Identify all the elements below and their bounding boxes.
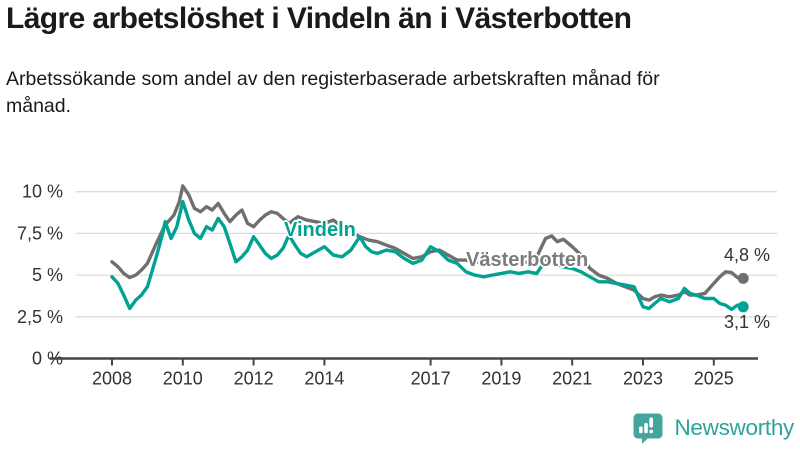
x-axis-label: 2025 bbox=[694, 369, 734, 389]
logo-exclamation-icon bbox=[649, 417, 654, 428]
y-axis-label: 0 % bbox=[32, 349, 63, 369]
page-title: Lägre arbetslöshet i Vindeln än i Väster… bbox=[6, 2, 632, 35]
x-axis-label: 2012 bbox=[234, 369, 274, 389]
newsworthy-logo-icon bbox=[633, 413, 663, 444]
logo-bar-tall-icon bbox=[644, 423, 649, 434]
series-line-vindeln bbox=[110, 199, 745, 311]
newsworthy-logo[interactable]: Newsworthy bbox=[631, 411, 794, 445]
y-axis-label: 5 % bbox=[32, 265, 63, 285]
x-axis-label: 2019 bbox=[481, 369, 521, 389]
x-axis-label: 2017 bbox=[411, 369, 451, 389]
end-value-vindeln: 3,1 % bbox=[724, 312, 771, 332]
end-value-vasterbotten: 4,8 % bbox=[724, 245, 771, 265]
logo-bar-short-icon bbox=[639, 426, 644, 434]
page-subtitle: Arbetssökande som andel av den registerb… bbox=[6, 68, 660, 118]
series-label-vasterbotten: Västerbotten bbox=[466, 249, 589, 271]
y-axis-label: 2,5 % bbox=[17, 307, 63, 327]
y-axis-label: 7,5 % bbox=[17, 223, 63, 243]
x-axis-label: 2021 bbox=[552, 369, 592, 389]
series-line-vasterbotten bbox=[110, 184, 745, 302]
x-axis-label: 2023 bbox=[623, 369, 663, 389]
newsworthy-logo-text: Newsworthy bbox=[674, 415, 794, 440]
x-axis-label: 2010 bbox=[163, 369, 203, 389]
logo-exclamation-dot-icon bbox=[649, 429, 654, 434]
series-end-dot-vasterbotten bbox=[737, 272, 749, 284]
x-axis-label: 2008 bbox=[92, 369, 132, 389]
series-label-vindeln: Vindeln bbox=[284, 219, 356, 241]
series-end-dot-vindeln bbox=[737, 301, 749, 313]
y-axis-label: 10 % bbox=[22, 182, 63, 202]
x-axis-label: 2014 bbox=[304, 369, 344, 389]
